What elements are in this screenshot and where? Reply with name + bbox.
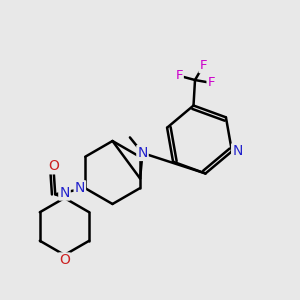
Text: O: O — [59, 254, 70, 267]
Text: N: N — [59, 186, 70, 200]
Text: O: O — [48, 159, 59, 173]
Text: N: N — [232, 144, 242, 158]
Text: N: N — [137, 146, 148, 160]
Text: N: N — [75, 181, 85, 195]
Text: F: F — [200, 59, 207, 72]
Text: F: F — [208, 76, 215, 89]
Text: F: F — [175, 69, 183, 82]
